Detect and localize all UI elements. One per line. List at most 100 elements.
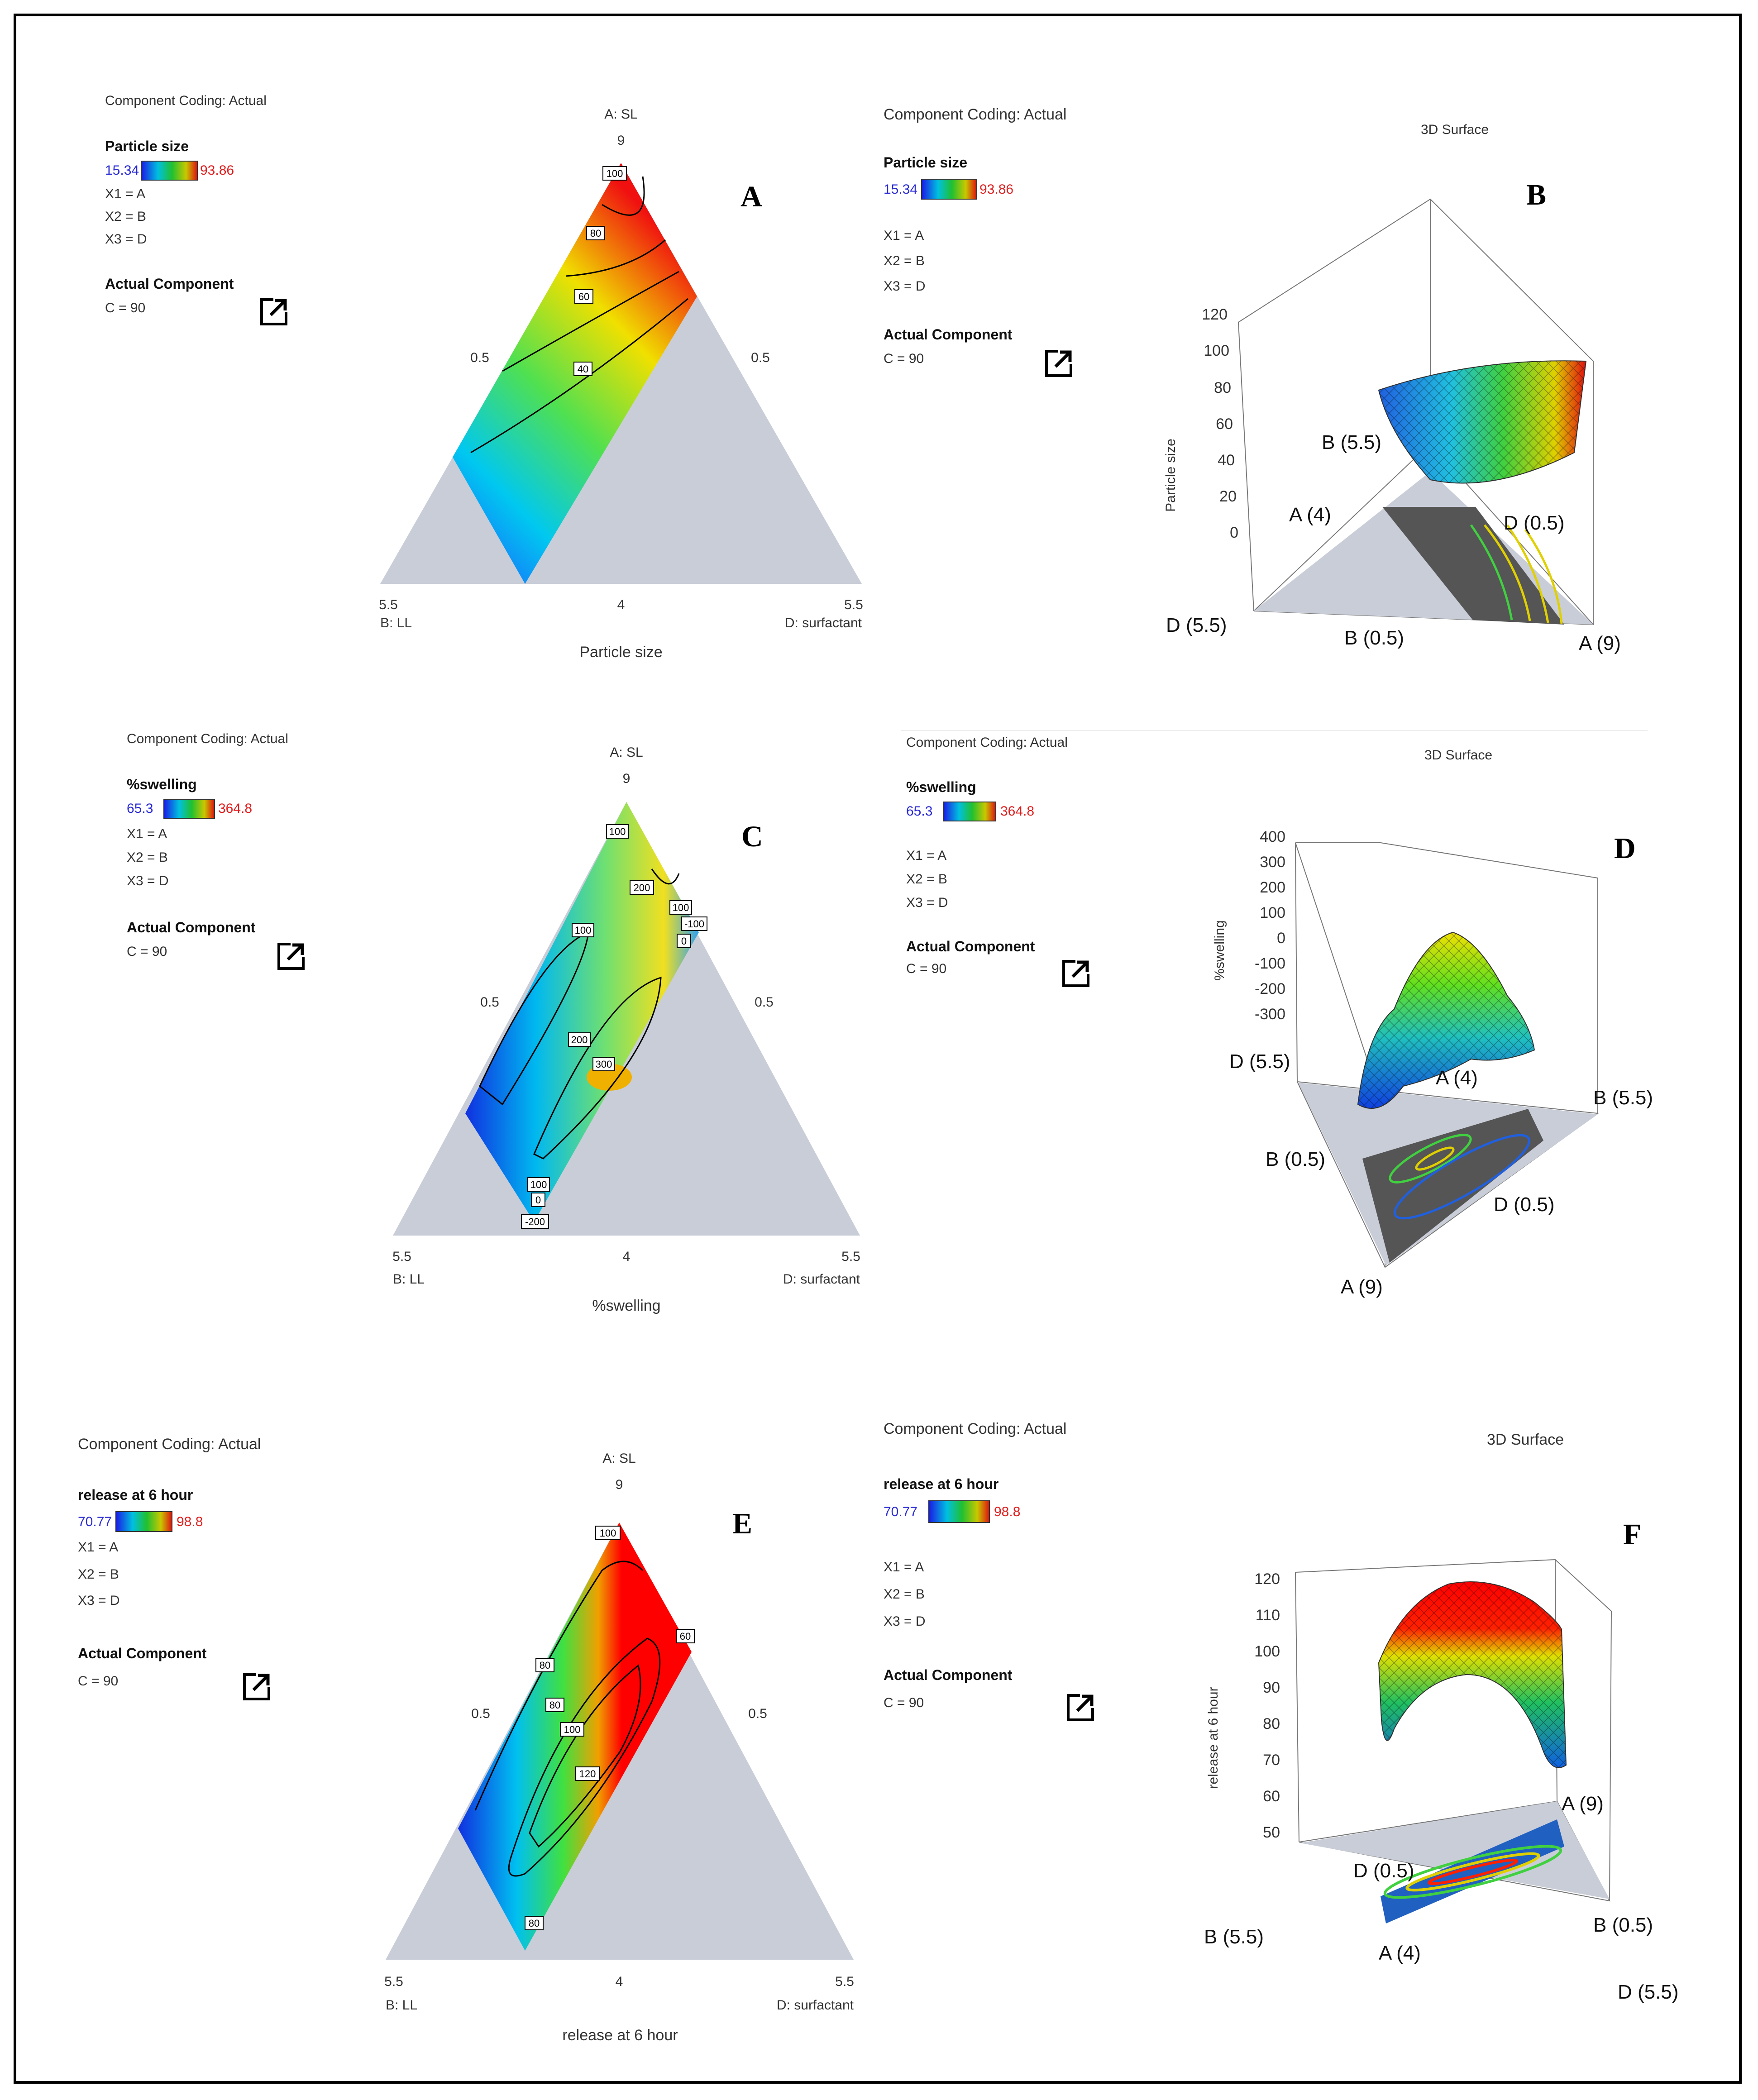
left-mid-tick: 0.5 <box>480 995 499 1010</box>
surface-base-contour-region <box>1381 1819 1564 1923</box>
svg-text:20: 20 <box>1219 488 1237 505</box>
response-name: Particle size <box>884 154 967 171</box>
ternary-feasible-region <box>465 802 699 1222</box>
svg-text:110: 110 <box>1256 1607 1280 1624</box>
x2-label: X2 = B <box>884 253 925 268</box>
svg-text:50: 50 <box>1263 1824 1280 1841</box>
external-link-icon[interactable] <box>243 1672 272 1700</box>
corner-label: D (0.5) <box>1504 512 1564 534</box>
bottom-mid-tick: 4 <box>623 1249 631 1264</box>
external-link-icon[interactable] <box>1062 959 1091 987</box>
top-axis-name: A: SL <box>602 1451 635 1466</box>
x1-label: X1 = A <box>127 826 167 841</box>
x-axis-title: release at 6 hour <box>562 2027 678 2044</box>
contour-label: 80 <box>525 1916 544 1930</box>
svg-text:120: 120 <box>1202 306 1228 323</box>
x3-label: X3 = D <box>127 873 169 888</box>
svg-text:-100: -100 <box>684 918 704 930</box>
response-name: %swelling <box>127 776 197 792</box>
color-legend <box>928 1500 990 1523</box>
x2-label: X2 = B <box>78 1567 119 1582</box>
legend-min: 15.34 <box>884 182 917 197</box>
svg-text:0: 0 <box>681 935 687 947</box>
svg-text:0: 0 <box>535 1194 541 1206</box>
corner-label: B (5.5) <box>1322 431 1381 453</box>
contour-label: 200 <box>630 880 654 895</box>
left-component-name: B: LL <box>386 1998 417 2013</box>
surface-base-triangle <box>1300 1801 1610 1899</box>
contour-label: 100 <box>669 900 692 915</box>
external-link-icon[interactable] <box>277 941 306 970</box>
svg-text:80: 80 <box>1214 379 1231 396</box>
legend-min: 65.3 <box>906 804 932 819</box>
svg-text:-100: -100 <box>1255 955 1285 972</box>
bottom-right-tick: 5.5 <box>841 1249 860 1264</box>
contour-label: 0 <box>531 1193 545 1207</box>
corner-label: D (5.5) <box>1166 614 1227 636</box>
svg-text:100: 100 <box>1254 1643 1280 1660</box>
actual-component-title: Actual Component <box>105 276 234 292</box>
coding-label: Component Coding: Actual <box>884 106 1066 123</box>
actual-component-value: C = 90 <box>105 301 145 315</box>
z-axis-title: release at 6 hour <box>1206 1687 1221 1789</box>
surface-base-contour-region <box>1382 507 1564 625</box>
corner-label: A (9) <box>1341 1276 1383 1298</box>
contour-label: 100 <box>560 1722 584 1737</box>
corner-label: D (0.5) <box>1494 1193 1554 1216</box>
svg-text:100: 100 <box>530 1179 547 1190</box>
legend-min: 15.34 <box>105 163 139 178</box>
svg-text:0: 0 <box>1230 524 1238 541</box>
contour-label: 100 <box>602 166 627 181</box>
svg-text:80: 80 <box>1263 1715 1280 1732</box>
x3-label: X3 = D <box>884 1614 926 1629</box>
external-link-icon[interactable] <box>260 297 289 325</box>
actual-component-value: C = 90 <box>906 961 946 976</box>
x-axis-title: Particle size <box>579 644 662 661</box>
right-component-name: D: surfactant <box>785 616 862 630</box>
external-link-icon[interactable] <box>1045 348 1074 377</box>
top-axis-value: 9 <box>616 1477 623 1492</box>
right-mid-tick: 0.5 <box>751 350 770 365</box>
svg-text:40: 40 <box>578 363 588 375</box>
right-mid-tick: 0.5 <box>755 995 774 1010</box>
legend-min: 70.77 <box>884 1504 917 1519</box>
contour-label: 300 <box>592 1057 615 1071</box>
svg-text:60: 60 <box>578 291 589 302</box>
corner-label: D (0.5) <box>1353 1860 1414 1882</box>
corner-label: B (0.5) <box>1593 1914 1653 1936</box>
figure-frame <box>14 14 1742 2084</box>
left-component-name: B: LL <box>380 616 412 630</box>
z-axis-title: Particle size <box>1163 439 1178 512</box>
response-name: Particle size <box>105 138 189 154</box>
right-mid-tick: 0.5 <box>748 1706 767 1721</box>
top-axis-value: 9 <box>623 771 631 786</box>
svg-text:100: 100 <box>1204 342 1229 359</box>
corner-label: B (5.5) <box>1593 1087 1653 1109</box>
color-legend <box>115 1511 172 1532</box>
contour-label: 60 <box>676 1629 695 1643</box>
panel-f: Component Coding: Actual release at 6 ho… <box>884 1420 1678 2003</box>
legend-max: 98.8 <box>177 1514 203 1529</box>
svg-text:100: 100 <box>607 168 623 179</box>
panel-letter: F <box>1623 1518 1641 1551</box>
x1-label: X1 = A <box>884 1560 924 1575</box>
svg-text:60: 60 <box>1263 1788 1280 1805</box>
legend-max: 98.8 <box>994 1504 1020 1519</box>
actual-component-value: C = 90 <box>127 944 167 959</box>
coding-label: Component Coding: Actual <box>105 93 267 108</box>
x3-label: X3 = D <box>884 279 926 294</box>
legend-max: 364.8 <box>1000 804 1034 819</box>
panel-a: Component Coding: Actual Particle size 1… <box>105 93 863 661</box>
x2-label: X2 = B <box>105 209 146 224</box>
x2-label: X2 = B <box>906 872 947 887</box>
external-link-icon[interactable] <box>1067 1693 1095 1721</box>
svg-text:100: 100 <box>673 902 689 913</box>
response-name: release at 6 hour <box>884 1476 998 1492</box>
bottom-left-tick: 5.5 <box>379 597 398 612</box>
svg-text:0: 0 <box>1277 930 1285 947</box>
actual-component-title: Actual Component <box>127 919 256 935</box>
contour-label: 40 <box>573 362 592 376</box>
z-axis: 120 110 100 90 80 70 60 50 <box>1254 1570 1280 1841</box>
actual-component-title: Actual Component <box>78 1645 207 1661</box>
svg-text:120: 120 <box>579 1768 596 1780</box>
